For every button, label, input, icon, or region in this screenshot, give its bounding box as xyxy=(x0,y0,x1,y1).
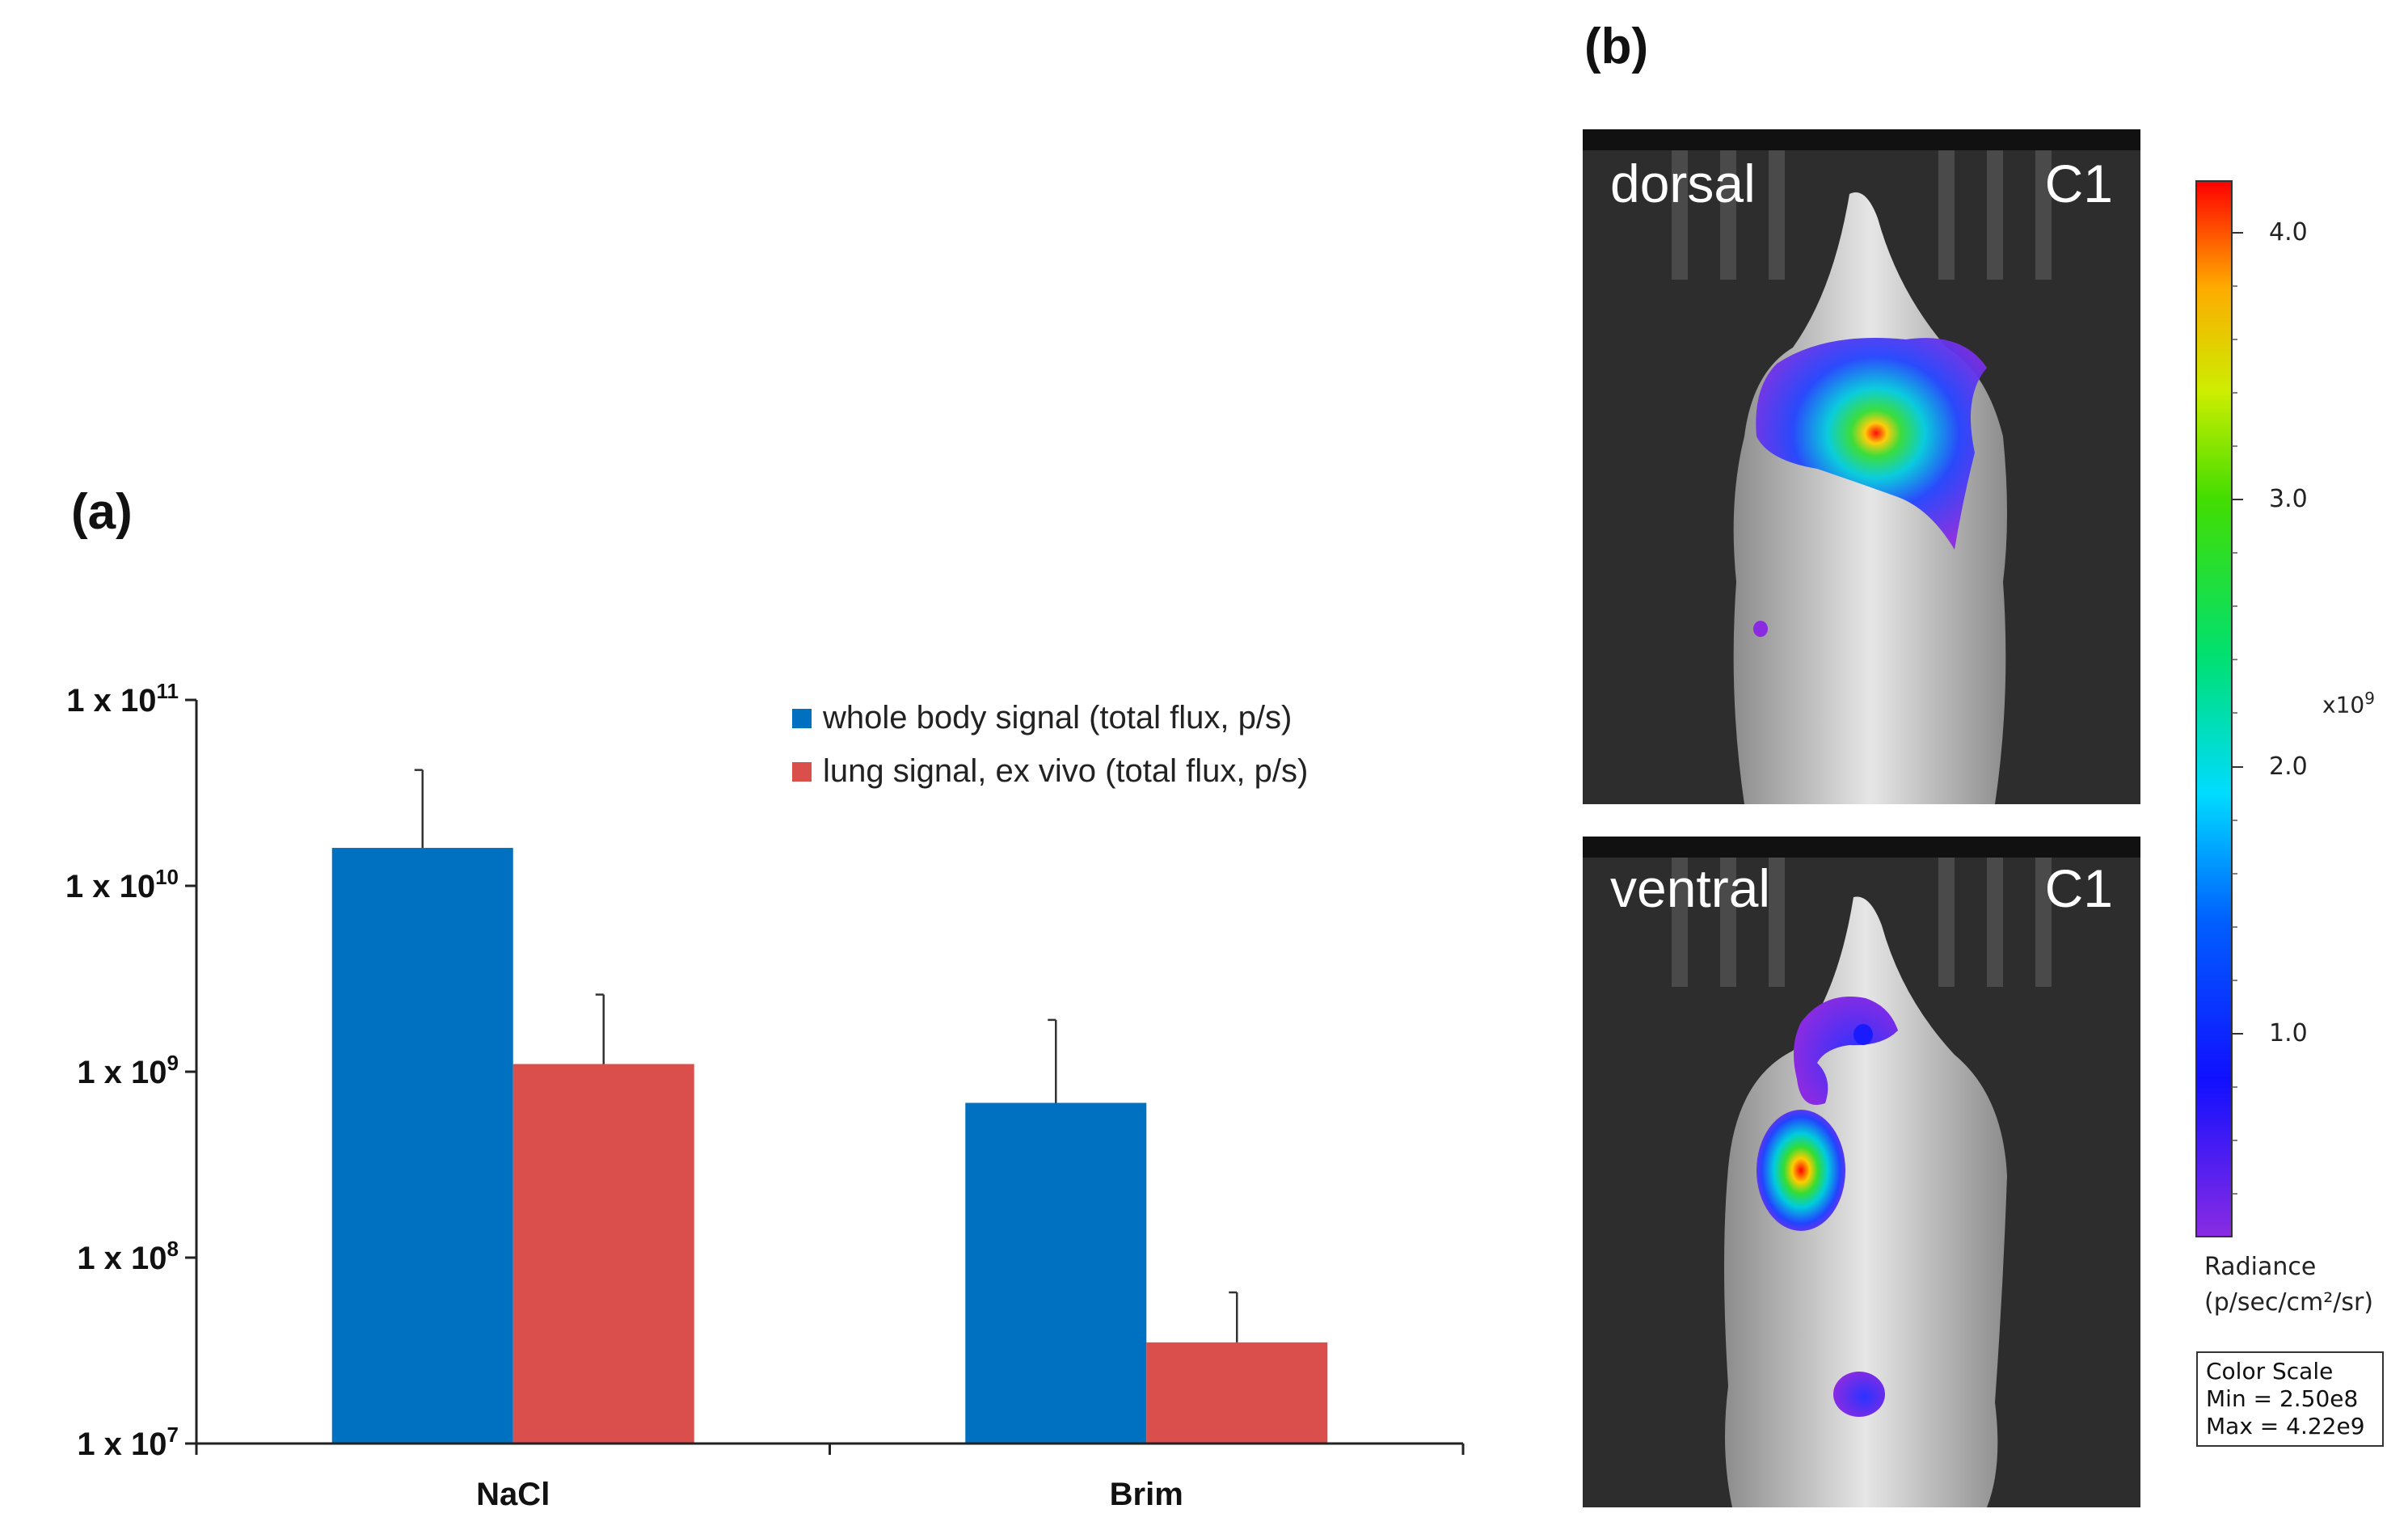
panel-a-label: (a) xyxy=(71,484,133,540)
dorsal-view-label: dorsal xyxy=(1610,154,1756,213)
bar-brim-series-1 xyxy=(1146,1342,1328,1444)
x-axis-ticks: NaCl Brim xyxy=(195,1444,1465,1512)
ventral-channel-label: C1 xyxy=(2045,858,2113,918)
bars xyxy=(331,848,1328,1444)
legend-swatch-blue xyxy=(792,708,812,728)
dorsal-mouse-illustration: dorsal C1 xyxy=(1583,129,2140,804)
x-category-label-nacl: NaCl xyxy=(476,1477,550,1512)
dorsal-bioluminescence-image: dorsal C1 xyxy=(1583,129,2140,804)
bar-chart: 1 x 1011 1 x 1010 1 x 109 1 x 108 1 x 107 Na… xyxy=(65,679,1465,1512)
ventral-bioluminescence-image: ventral C1 xyxy=(1583,837,2140,1507)
color-scale-min: Min = 2.50e8 xyxy=(2206,1385,2359,1412)
ventral-view-label: ventral xyxy=(1610,858,1770,918)
ventral-mouse-illustration: ventral C1 xyxy=(1583,837,2140,1507)
y-tick-label: 1 x 109 xyxy=(77,1051,179,1090)
y-tick-label: 1 x 108 xyxy=(77,1237,179,1276)
legend-item-whole-body: whole body signal (total flux, p/s) xyxy=(792,700,1292,736)
colorbar-gradient xyxy=(2195,180,2233,1237)
y-tick-label: 1 x 1011 xyxy=(66,679,179,719)
legend-label-lung: lung signal, ex vivo (total flux, p/s) xyxy=(823,753,1309,789)
y-tick-label: 1 x 1010 xyxy=(65,865,179,904)
colorbar-multiplier-exp: 9 xyxy=(2364,689,2375,708)
color-scale-box: Color Scale Min = 2.50e8 Max = 4.22e9 xyxy=(2196,1351,2384,1447)
color-scale-title: Color Scale xyxy=(2206,1358,2334,1385)
legend-item-lung: lung signal, ex vivo (total flux, p/s) xyxy=(792,753,1308,790)
radiance-colorbar: 4.0 3.0 2.0 1.0 x109 Radiance (p/sec/cm²… xyxy=(2195,179,2408,1521)
y-axis-ticks: 1 x 1011 1 x 1010 1 x 109 1 x 108 1 x 107 xyxy=(65,679,196,1462)
x-category-label-brim: Brim xyxy=(1110,1477,1183,1512)
bar-nacl-series-0 xyxy=(331,848,513,1444)
error-bars xyxy=(414,769,1238,1342)
bar-nacl-series-1 xyxy=(512,1064,694,1444)
y-tick-label: 1 x 107 xyxy=(77,1423,179,1462)
radiance-units-label: (p/sec/cm²/sr) xyxy=(2204,1288,2374,1317)
colorbar-tick-2: 2.0 xyxy=(2269,752,2308,781)
panel-b-label: (b) xyxy=(1584,19,1649,74)
color-scale-max: Max = 4.22e9 xyxy=(2206,1413,2365,1439)
legend-label-whole-body: whole body signal (total flux, p/s) xyxy=(823,700,1293,735)
dorsal-channel-label: C1 xyxy=(2045,154,2113,213)
legend-swatch-red xyxy=(792,761,812,782)
colorbar-multiplier-base: x10 xyxy=(2322,691,2365,719)
colorbar-tick-3: 3.0 xyxy=(2269,485,2308,513)
colorbar-graphic xyxy=(2195,180,2243,1237)
radiance-label: Radiance xyxy=(2204,1253,2317,1281)
bar-brim-series-0 xyxy=(965,1102,1147,1444)
colorbar-tick-4: 4.0 xyxy=(2269,218,2308,247)
colorbar-multiplier: x109 xyxy=(2322,689,2375,718)
colorbar-tick-1: 1.0 xyxy=(2269,1019,2308,1047)
